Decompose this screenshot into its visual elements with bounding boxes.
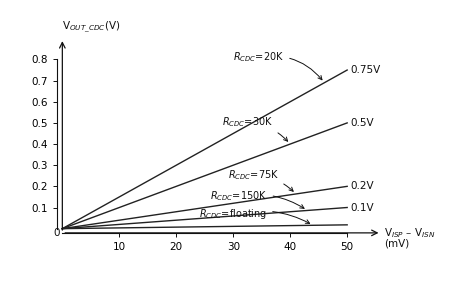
Text: (mV): (mV) bbox=[384, 239, 409, 248]
Text: 0.2V: 0.2V bbox=[350, 181, 374, 191]
Text: 0: 0 bbox=[53, 228, 59, 238]
Text: $R_{CDC}$=20K: $R_{CDC}$=20K bbox=[233, 51, 322, 80]
Text: V$_{ISP}$ – V$_{ISN}$: V$_{ISP}$ – V$_{ISN}$ bbox=[384, 226, 436, 240]
Text: 0.1V: 0.1V bbox=[350, 202, 374, 212]
Text: 0.5V: 0.5V bbox=[350, 118, 374, 128]
Text: $R_{CDC}$=30K: $R_{CDC}$=30K bbox=[222, 115, 287, 141]
Text: $R_{CDC}$=75K: $R_{CDC}$=75K bbox=[228, 168, 293, 191]
Text: $R_{CDC}$=floating: $R_{CDC}$=floating bbox=[199, 207, 310, 224]
Text: V$_{OUT\_CDC}$(V): V$_{OUT\_CDC}$(V) bbox=[62, 20, 121, 35]
Text: $R_{CDC}$=150K: $R_{CDC}$=150K bbox=[211, 189, 304, 208]
Text: 0.75V: 0.75V bbox=[350, 65, 380, 75]
